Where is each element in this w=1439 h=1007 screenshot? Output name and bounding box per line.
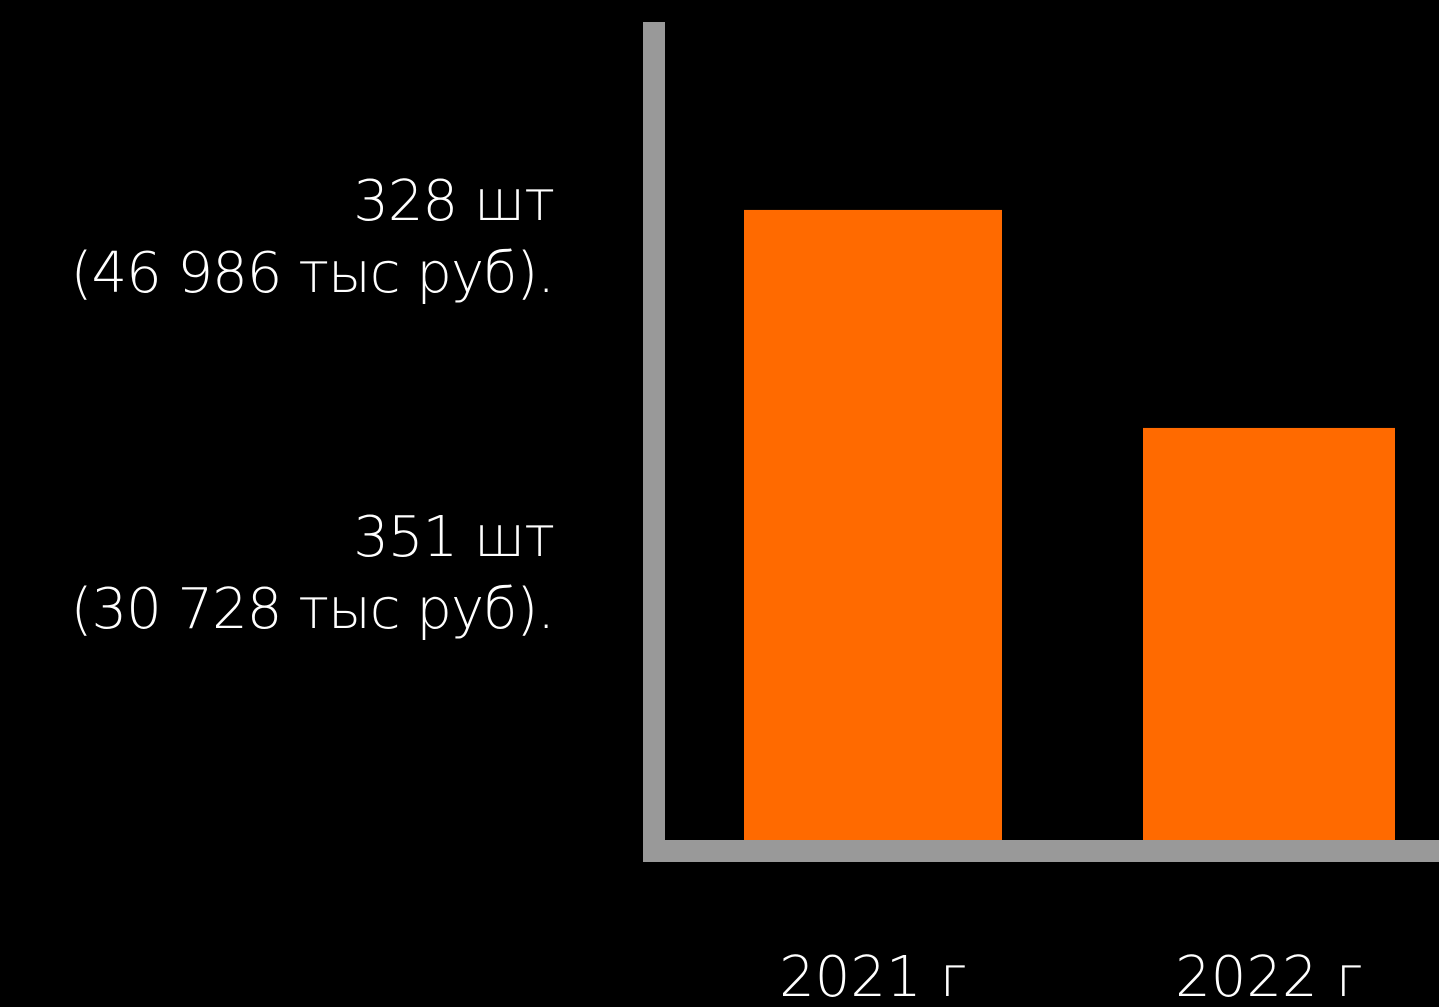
value-label-2021-units: 328 шт (353, 169, 555, 234)
value-label-2022: 351 шт (30 728 тыс руб). (70, 502, 555, 646)
value-label-2021: 328 шт (46 986 тыс руб). (70, 166, 555, 310)
bar-2021 (744, 209, 1002, 841)
value-label-2021-amount: (46 986 тыс руб). (70, 241, 555, 306)
bar-2022 (1143, 427, 1395, 840)
value-label-2022-amount: (30 728 тыс руб). (70, 577, 555, 642)
bars-layer (744, 209, 1395, 841)
y-axis-line (643, 22, 665, 862)
x-axis-line (643, 840, 1439, 862)
value-label-2022-units: 351 шт (353, 505, 555, 570)
x-tick-label-2022: 2022 г (1175, 945, 1363, 1007)
x-tick-label-2021: 2021 г (779, 945, 967, 1007)
